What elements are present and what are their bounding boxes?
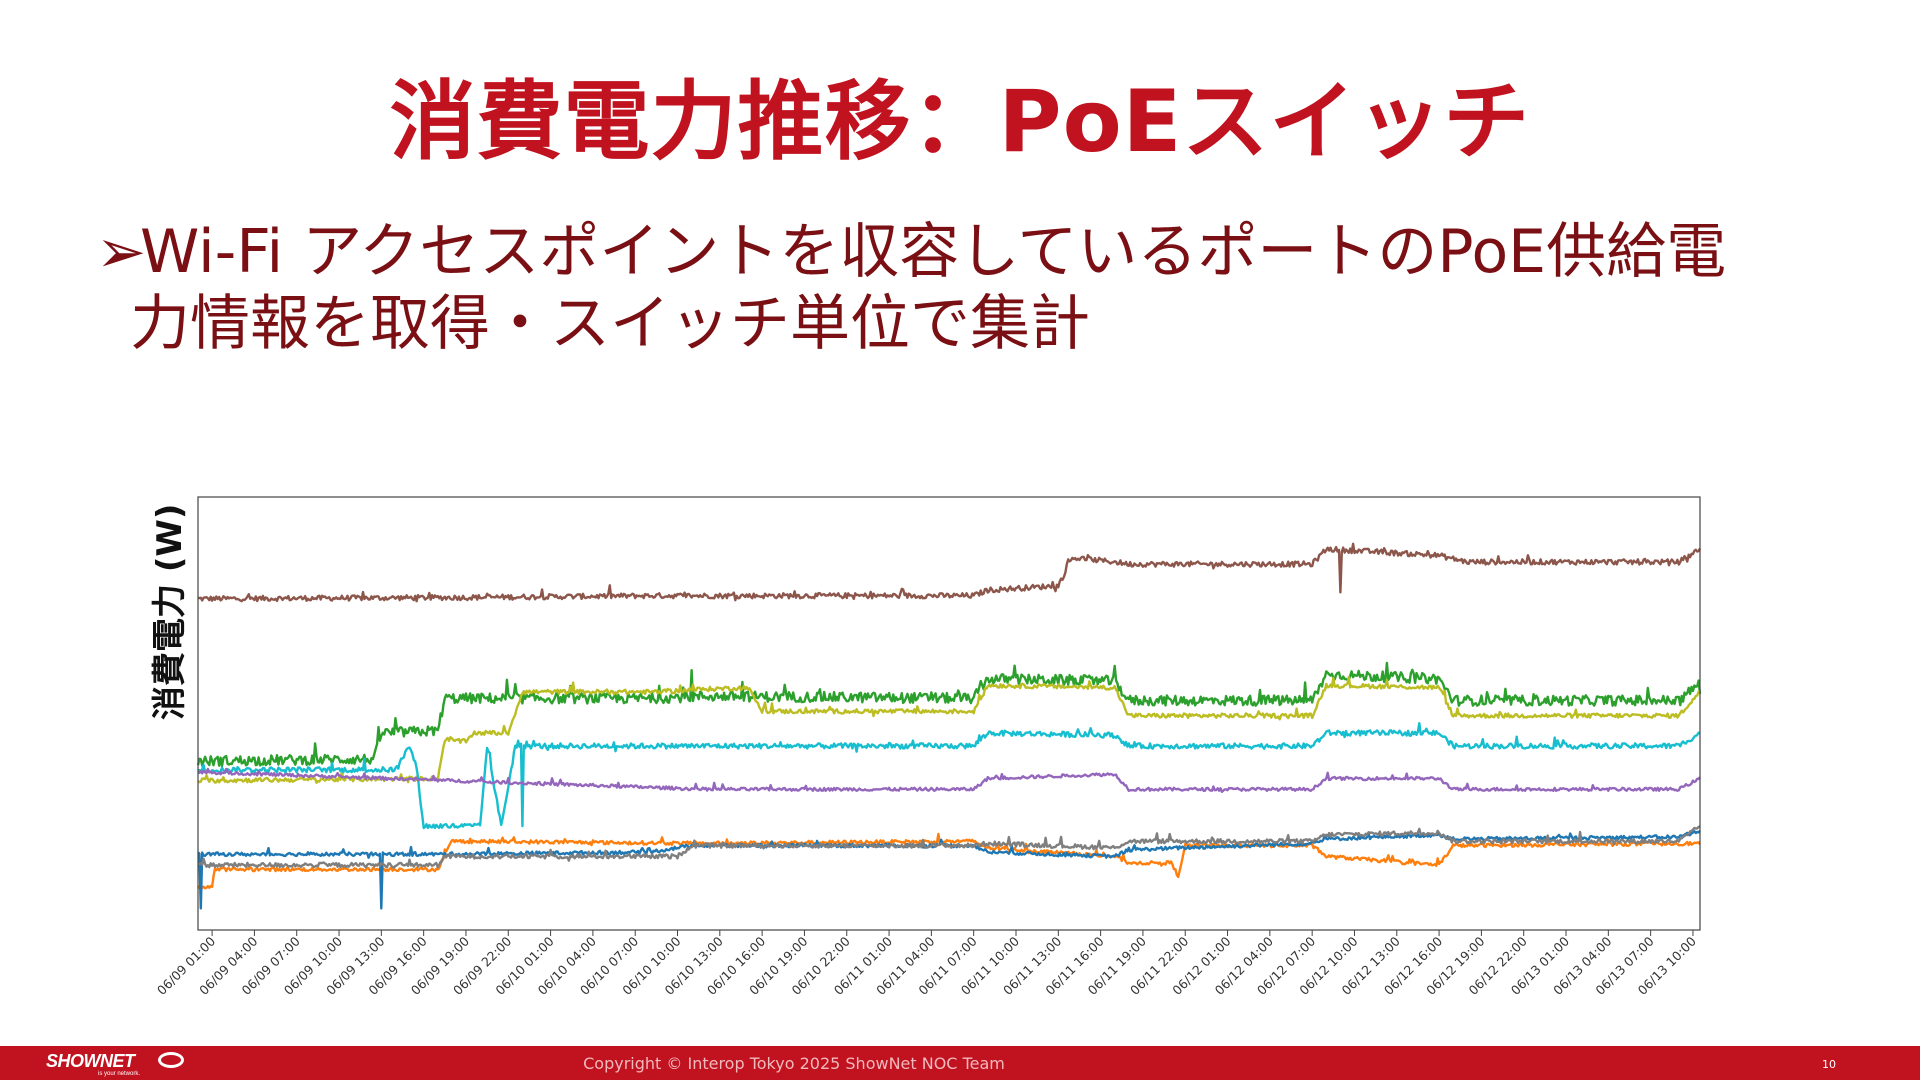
bullet-line-2: 力情報を取得・スイッチ単位で集計 [130,289,1090,359]
series-line-5 [197,767,1701,793]
bullet-text: ➢Wi-Fi アクセスポイントを収容しているポートのPoE供給電 力情報を取得・… [96,216,1856,360]
shownet-logo: SHOWNET is your network. [46,1050,196,1077]
page-number: 10 [1822,1058,1836,1071]
logo-tagline: is your network. [98,1071,141,1077]
series-line-2 [196,661,1702,768]
series-lines [196,542,1702,910]
logo-ring-icon [158,1052,184,1068]
bullet-line-1-text: Wi-Fi アクセスポイントを収容しているポートのPoE供給電 [140,217,1727,287]
series-line-1 [197,542,1702,603]
slide-title: 消費電力推移：PoEスイッチ [389,72,1531,172]
series-line-4 [197,722,1701,830]
logo-wordmark: SHOWNET [46,1051,135,1071]
footer-bar: SHOWNET is your network. Copyright © Int… [0,1046,1920,1080]
series-line-6 [197,832,1701,890]
plot-frame [197,496,1701,931]
bullet-line-1: ➢Wi-Fi アクセスポイントを収容しているポートのPoE供給電 [96,216,1856,288]
bullet-arrow-icon: ➢ [96,217,147,287]
series-line-3 [197,675,1701,784]
copyright-text: Copyright © Interop Tokyo 2025 ShowNet N… [583,1054,1005,1073]
series-line-8 [197,825,1701,869]
